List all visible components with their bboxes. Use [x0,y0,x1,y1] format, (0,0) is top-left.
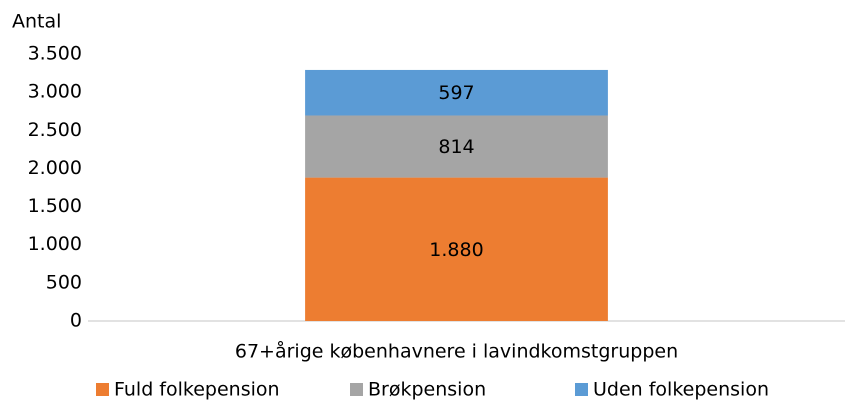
bar-segment [305,177,608,321]
y-tick-label: 3.000 [28,81,82,103]
bar-segment [305,69,608,116]
y-tick-label: 2.000 [28,157,82,179]
legend-label: Fuld folkepension [114,379,280,401]
y-tick-label: 1.000 [28,233,82,255]
y-axis-label: Antal [12,11,61,33]
y-tick-label: 2.500 [28,119,82,141]
legend-swatch [96,383,109,396]
y-tick-label: 500 [46,271,82,293]
value-label: 814 [438,136,474,158]
value-label: 1.880 [429,239,483,261]
y-tick-label: 1.500 [28,195,82,217]
legend-label: Brøkpension [368,379,486,401]
y-tick-label: 3.500 [28,43,82,65]
value-label: 597 [438,82,474,104]
y-tick-label: 0 [70,310,82,332]
legend-swatch [350,383,363,396]
legend-swatch [575,383,588,396]
legend-label: Uden folkepension [593,379,769,401]
bar-segment [305,115,608,178]
x-tick-label: 67+årige københavnere i lavindkomstgrupp… [235,340,678,363]
